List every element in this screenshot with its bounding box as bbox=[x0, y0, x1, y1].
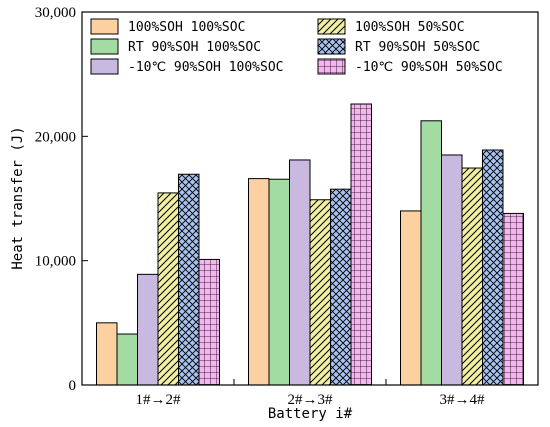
legend-label-10-90-soh-100-soc: -10℃ 90%SOH 100%SOC bbox=[128, 60, 283, 75]
bar-10-90-soh-50-soc-1-2 bbox=[198, 258, 220, 386]
legend-swatch-rt-90-soh-100-soc bbox=[90, 38, 119, 55]
x-tick-label: 2#→3# bbox=[288, 392, 334, 408]
bar-100-soh-100-soc-1-2 bbox=[96, 322, 118, 386]
bar-100-soh-50-soc-2-3 bbox=[309, 199, 331, 386]
x-tick-label: 1#→2# bbox=[136, 392, 182, 408]
bar-rt-90-soh-50-soc-1-2 bbox=[178, 173, 200, 386]
bar-rt-90-soh-50-soc-2-3 bbox=[330, 188, 352, 386]
legend-label-100-soh-100-soc: 100%SOH 100%SOC bbox=[128, 20, 245, 35]
bar-10-90-soh-50-soc-3-4 bbox=[502, 212, 524, 386]
legend-swatch-100-soh-50-soc bbox=[317, 18, 346, 35]
bar-10-90-soh-100-soc-3-4 bbox=[441, 154, 463, 386]
bar-rt-90-soh-100-soc-1-2 bbox=[116, 333, 138, 386]
bar-rt-90-soh-100-soc-3-4 bbox=[420, 120, 442, 386]
x-axis-ticks: 1#→2# 2#→3# 3#→4# bbox=[136, 379, 486, 408]
bar-100-soh-50-soc-1-2 bbox=[157, 192, 179, 386]
bar-100-soh-100-soc-3-4 bbox=[400, 210, 422, 386]
x-tick-label: 3#→4# bbox=[440, 392, 486, 408]
y-axis-label: Heat transfer (J) bbox=[10, 126, 26, 269]
bar-100-soh-50-soc-3-4 bbox=[461, 167, 483, 386]
legend-swatch-rt-90-soh-50-soc bbox=[317, 38, 346, 55]
legend-swatch-10-90-soh-100-soc bbox=[90, 58, 119, 75]
bars-layer bbox=[96, 103, 524, 386]
y-tick-label: 0 bbox=[69, 378, 77, 394]
plot-frame bbox=[81, 11, 539, 386]
legend: 100%SOH 100%SOC RT 90%SOH 100%SOC -10℃ 90%… bbox=[90, 18, 503, 75]
bar-rt-90-soh-100-soc-2-3 bbox=[268, 178, 290, 386]
legend-label-10-90-soh-50-soc: -10℃ 90%SOH 50%SOC bbox=[355, 60, 503, 75]
x-axis-label: Battery i# bbox=[268, 406, 353, 422]
y-tick-label: 10,000 bbox=[35, 254, 76, 270]
bar-10-90-soh-100-soc-1-2 bbox=[137, 273, 159, 386]
bar-100-soh-100-soc-2-3 bbox=[248, 178, 270, 386]
y-axis-ticks: 0 10,000 20,000 30,000 bbox=[35, 5, 88, 394]
bar-10-90-soh-50-soc-2-3 bbox=[350, 103, 372, 386]
y-tick-label: 30,000 bbox=[35, 5, 76, 21]
legend-label-rt-90-soh-50-soc: RT 90%SOH 50%SOC bbox=[355, 40, 480, 55]
legend-label-100-soh-50-soc: 100%SOH 50%SOC bbox=[355, 20, 465, 35]
y-tick-label: 20,000 bbox=[35, 129, 76, 145]
legend-swatch-10-90-soh-50-soc bbox=[317, 58, 346, 75]
legend-swatch-100-soh-100-soc bbox=[90, 18, 119, 35]
bar-10-90-soh-100-soc-2-3 bbox=[289, 159, 311, 386]
legend-label-rt-90-soh-100-soc: RT 90%SOH 100%SOC bbox=[128, 40, 261, 55]
bar-rt-90-soh-50-soc-3-4 bbox=[482, 149, 504, 386]
